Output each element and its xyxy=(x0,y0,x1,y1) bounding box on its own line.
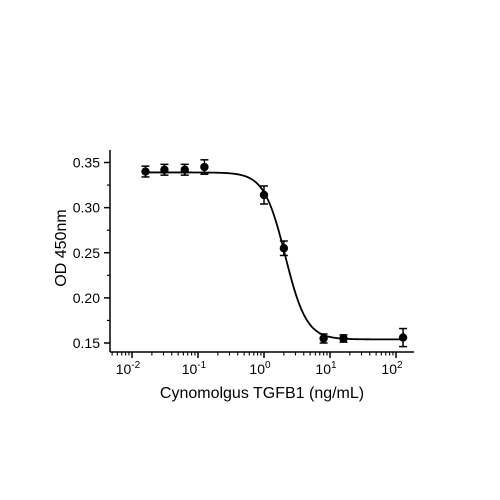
x-axis-title: Cynomolgus TGFB1 (ng/mL) xyxy=(160,385,364,402)
point-marker xyxy=(279,244,289,253)
point-marker xyxy=(200,162,209,172)
y-axis-title: OD 450nm xyxy=(53,209,70,286)
x-ticks: 10-2 10-1 100 101 102 xyxy=(111,352,403,377)
axes xyxy=(109,150,414,353)
data-point xyxy=(141,165,150,178)
point-marker xyxy=(180,165,189,174)
data-point xyxy=(259,185,269,205)
data-point xyxy=(319,333,328,344)
fit-curve xyxy=(144,171,404,341)
data-point xyxy=(279,240,289,257)
y-tick-label: 0.25 xyxy=(73,245,100,261)
y-tick-label: 0.35 xyxy=(73,155,100,171)
x-tick-label: 10-2 xyxy=(116,360,141,377)
data-point xyxy=(160,163,169,176)
data-point xyxy=(398,327,408,348)
y-tick-label: 0.30 xyxy=(73,200,100,216)
data-point xyxy=(339,334,348,343)
y-tick-label: 0.15 xyxy=(73,335,100,351)
y-ticks: 0.15 0.20 0.25 0.30 0.35 xyxy=(73,155,110,351)
point-marker xyxy=(398,333,408,342)
data-point xyxy=(200,159,209,175)
data-point xyxy=(180,163,189,176)
x-tick-label: 10-1 xyxy=(182,360,207,377)
data-points xyxy=(141,159,408,348)
point-marker xyxy=(141,167,150,176)
point-marker xyxy=(160,165,169,174)
x-tick-label: 102 xyxy=(381,360,403,377)
y-tick-label: 0.20 xyxy=(73,290,100,306)
point-marker xyxy=(259,190,269,200)
point-marker xyxy=(319,334,328,343)
x-tick-label: 100 xyxy=(249,360,271,377)
point-marker xyxy=(339,334,348,343)
x-tick-label: 101 xyxy=(315,360,337,377)
